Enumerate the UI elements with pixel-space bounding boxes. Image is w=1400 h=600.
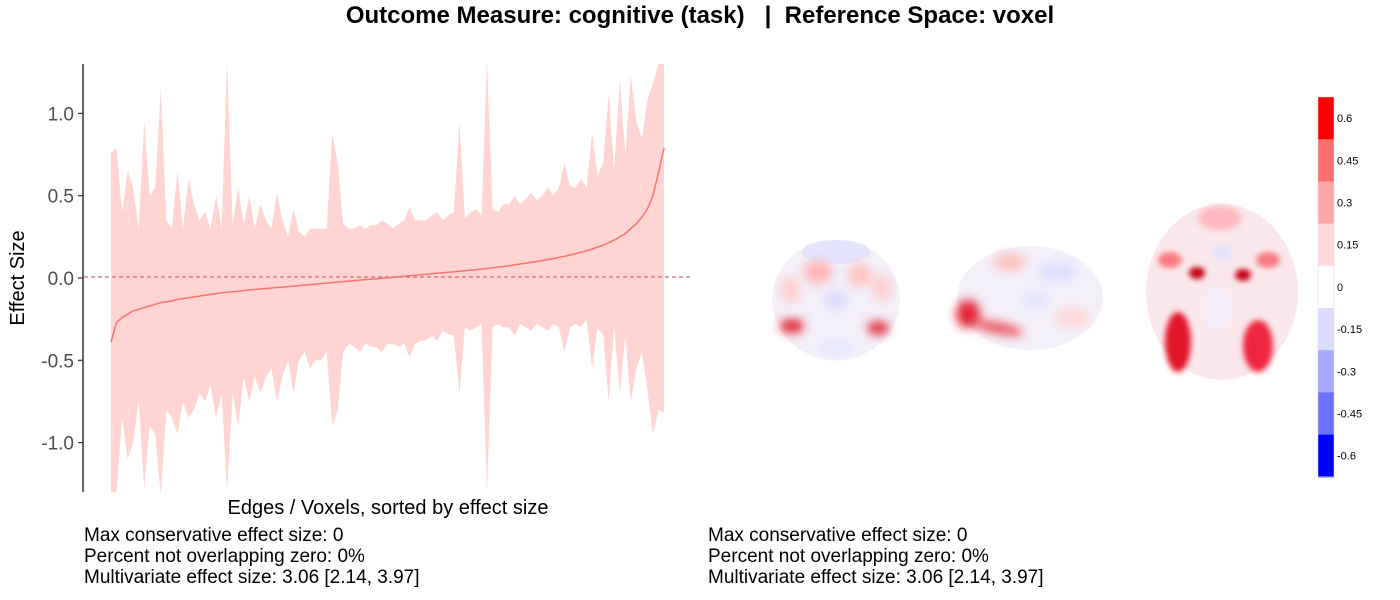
- y-axis-title: Effect Size: [7, 230, 29, 325]
- stat-percent-not-overlapping: Percent not overlapping zero: 0%: [708, 546, 989, 567]
- colorbar-label: 0.3: [1337, 198, 1352, 210]
- colorbar-segment: [1318, 308, 1334, 351]
- colorbar-label: 0: [1337, 282, 1343, 294]
- brain-slice-axial: [1146, 204, 1298, 380]
- stat-max-conservative: Max conservative effect size: 0: [708, 525, 968, 546]
- stat-multivariate: Multivariate effect size: 3.06 [2.14, 3.…: [708, 567, 1044, 588]
- y-tick-label: 1.0: [48, 104, 74, 125]
- y-tick-label: -1.0: [41, 434, 74, 455]
- y-tick-label: 0.0: [48, 269, 74, 290]
- colorbar-segment: [1318, 434, 1334, 478]
- colorbar-segment: [1318, 223, 1334, 267]
- effect-size-plot: 1.0 0.5 0.0 -0.5 -1.0 Effect Size Edges / Vo…: [7, 64, 690, 519]
- colorbar-segment: [1318, 97, 1334, 140]
- colorbar-segment: [1318, 139, 1334, 182]
- colorbar-segment: [1318, 392, 1334, 436]
- stat-percent-not-overlapping: Percent not overlapping zero: 0%: [84, 546, 365, 567]
- colorbar-segment: [1318, 350, 1334, 393]
- colorbar-label: -0.45: [1337, 409, 1362, 421]
- colorbar-label: -0.15: [1337, 324, 1362, 336]
- colorbar-label: -0.3: [1337, 366, 1356, 378]
- stats-right: Max conservative effect size: 0 Percent …: [708, 525, 1044, 588]
- brain-slice-sagittal: [956, 246, 1103, 350]
- colorbar-segment: [1318, 181, 1334, 225]
- effect-size-line: [110, 147, 665, 343]
- page-title: Outcome Measure: cognitive (task) | Refe…: [345, 2, 1055, 29]
- colorbar: 0.6 0.45 0.3 0.15 0 -0.15 -0.3 -0.45 -0.6: [1317, 96, 1362, 478]
- x-axis-title: Edges / Voxels, sorted by effect size: [228, 497, 549, 519]
- brain-slice-coronal: [772, 240, 900, 360]
- stats-left: Max conservative effect size: 0 Percent …: [84, 525, 420, 588]
- y-tick-label: 0.5: [48, 187, 74, 208]
- colorbar-label: 0.6: [1337, 113, 1352, 125]
- colorbar-segment: [1318, 265, 1334, 309]
- colorbar-label: 0.45: [1337, 155, 1358, 167]
- colorbar-border: [1317, 96, 1335, 478]
- y-tick-label: -0.5: [41, 351, 74, 372]
- colorbar-label: -0.6: [1337, 451, 1356, 463]
- stat-multivariate: Multivariate effect size: 3.06 [2.14, 3.…: [84, 567, 420, 588]
- stat-max-conservative: Max conservative effect size: 0: [84, 525, 344, 546]
- colorbar-label: 0.15: [1337, 240, 1358, 252]
